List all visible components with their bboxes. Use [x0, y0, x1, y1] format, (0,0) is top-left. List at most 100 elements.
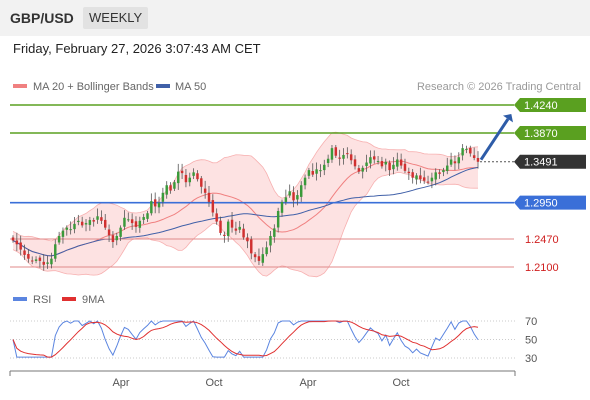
candle-body	[134, 221, 138, 227]
candle-body	[299, 185, 303, 197]
candle-body	[284, 197, 288, 202]
timeframe-badge[interactable]: WEEKLY	[83, 7, 149, 29]
ma50-line	[12, 166, 479, 257]
candle-body	[104, 219, 107, 228]
candle-body	[323, 164, 326, 171]
legend-rsi-ma-swatch	[62, 297, 76, 301]
candle-body	[280, 201, 284, 213]
candle-body	[46, 262, 49, 264]
candle-body	[196, 173, 199, 180]
candle-body	[169, 185, 172, 191]
candle-body	[296, 195, 299, 200]
bollinger-upper	[12, 131, 479, 242]
rsi-legend: RSI 9MA	[13, 294, 105, 306]
candle-body	[123, 217, 126, 227]
candle-body	[446, 165, 449, 172]
candle-body	[119, 227, 122, 237]
candle-body	[211, 200, 215, 213]
level-tag-3	[514, 195, 586, 210]
legend-ma50-label: MA 50	[175, 81, 206, 93]
candle-body	[449, 159, 453, 165]
candle-body	[88, 220, 92, 225]
candle-body	[203, 188, 207, 193]
candle-body	[288, 191, 291, 196]
candle-body	[476, 157, 480, 162]
candle-body	[257, 256, 261, 261]
candle-body	[146, 213, 149, 219]
candle-body	[403, 163, 407, 171]
candle-body	[142, 217, 145, 220]
candle-body	[161, 192, 165, 202]
legend-ma50-swatch	[156, 84, 170, 88]
legend-bollinger-swatch	[13, 84, 27, 88]
candle-body	[465, 148, 468, 150]
candle-body	[411, 172, 414, 178]
price-levels	[10, 104, 514, 268]
x-tick-label: Apr	[112, 377, 129, 389]
candle-body	[215, 213, 218, 222]
candle-body	[361, 167, 364, 172]
candle-body	[269, 235, 272, 246]
candle-body	[357, 168, 361, 172]
datetime-label: Friday, February 27, 2026 3:07:43 AM CET	[13, 41, 261, 56]
level-tag-1	[514, 126, 586, 141]
candle-body	[15, 240, 19, 245]
level-labels: 1.4240 1.3870 1.3491 1.2950 1.2470 1.2100	[514, 98, 586, 274]
candle-body	[50, 258, 53, 265]
candle-body	[96, 216, 99, 220]
candle-body	[346, 153, 349, 155]
legend-rsi-swatch	[13, 297, 27, 301]
candle-body	[138, 220, 142, 228]
candle-body	[253, 254, 257, 258]
candle-body	[353, 159, 357, 167]
candle-body	[69, 229, 72, 231]
candle-body	[388, 162, 391, 171]
candle-body	[19, 242, 22, 250]
candle-body	[338, 157, 341, 159]
candle-body	[180, 170, 184, 174]
candle-body	[422, 177, 426, 181]
candle-body	[407, 171, 411, 174]
rsi-panel: 70 50 30	[10, 316, 537, 365]
candle-body	[230, 219, 234, 228]
candle-body	[246, 237, 249, 242]
candle-body	[23, 250, 26, 255]
candle-body	[392, 164, 395, 170]
candle-body	[365, 162, 368, 167]
candle-body	[57, 235, 61, 243]
candle-body	[376, 161, 380, 163]
candle-body	[177, 171, 180, 184]
level-label-1: 1.3870	[524, 128, 558, 140]
level-label-0: 1.4240	[524, 100, 558, 112]
candle-body	[342, 154, 345, 159]
candle-body	[11, 237, 15, 241]
candle-body	[173, 182, 176, 189]
candle-body	[115, 235, 118, 241]
level-label-3: 1.2950	[524, 198, 558, 210]
candle-body	[200, 178, 203, 187]
legend-bollinger-label: MA 20 + Bollinger Bands	[33, 81, 154, 93]
candle-body	[319, 170, 322, 172]
arrow-shaft	[479, 118, 510, 161]
candle-body	[276, 210, 280, 228]
candle-body	[223, 234, 226, 236]
main-legend: MA 20 + Bollinger Bands MA 50	[13, 81, 206, 93]
candle-body	[207, 192, 211, 202]
candle-body	[73, 223, 76, 230]
candle-body	[153, 199, 157, 207]
candle-body	[399, 159, 403, 166]
projection-arrow	[479, 114, 513, 161]
candle-body	[261, 254, 265, 263]
candle-body	[184, 174, 188, 183]
legend-rsi-ma-label: 9MA	[82, 294, 105, 306]
rsi-tick-50: 50	[525, 335, 537, 347]
candle-body	[92, 220, 95, 222]
candle-body	[42, 261, 45, 265]
candle-body	[54, 244, 57, 259]
candle-body	[469, 147, 472, 154]
candle-body	[77, 220, 80, 223]
candle-body	[165, 185, 168, 195]
candle-body	[157, 202, 161, 208]
candle-body	[415, 175, 418, 180]
candle-body	[434, 172, 437, 180]
